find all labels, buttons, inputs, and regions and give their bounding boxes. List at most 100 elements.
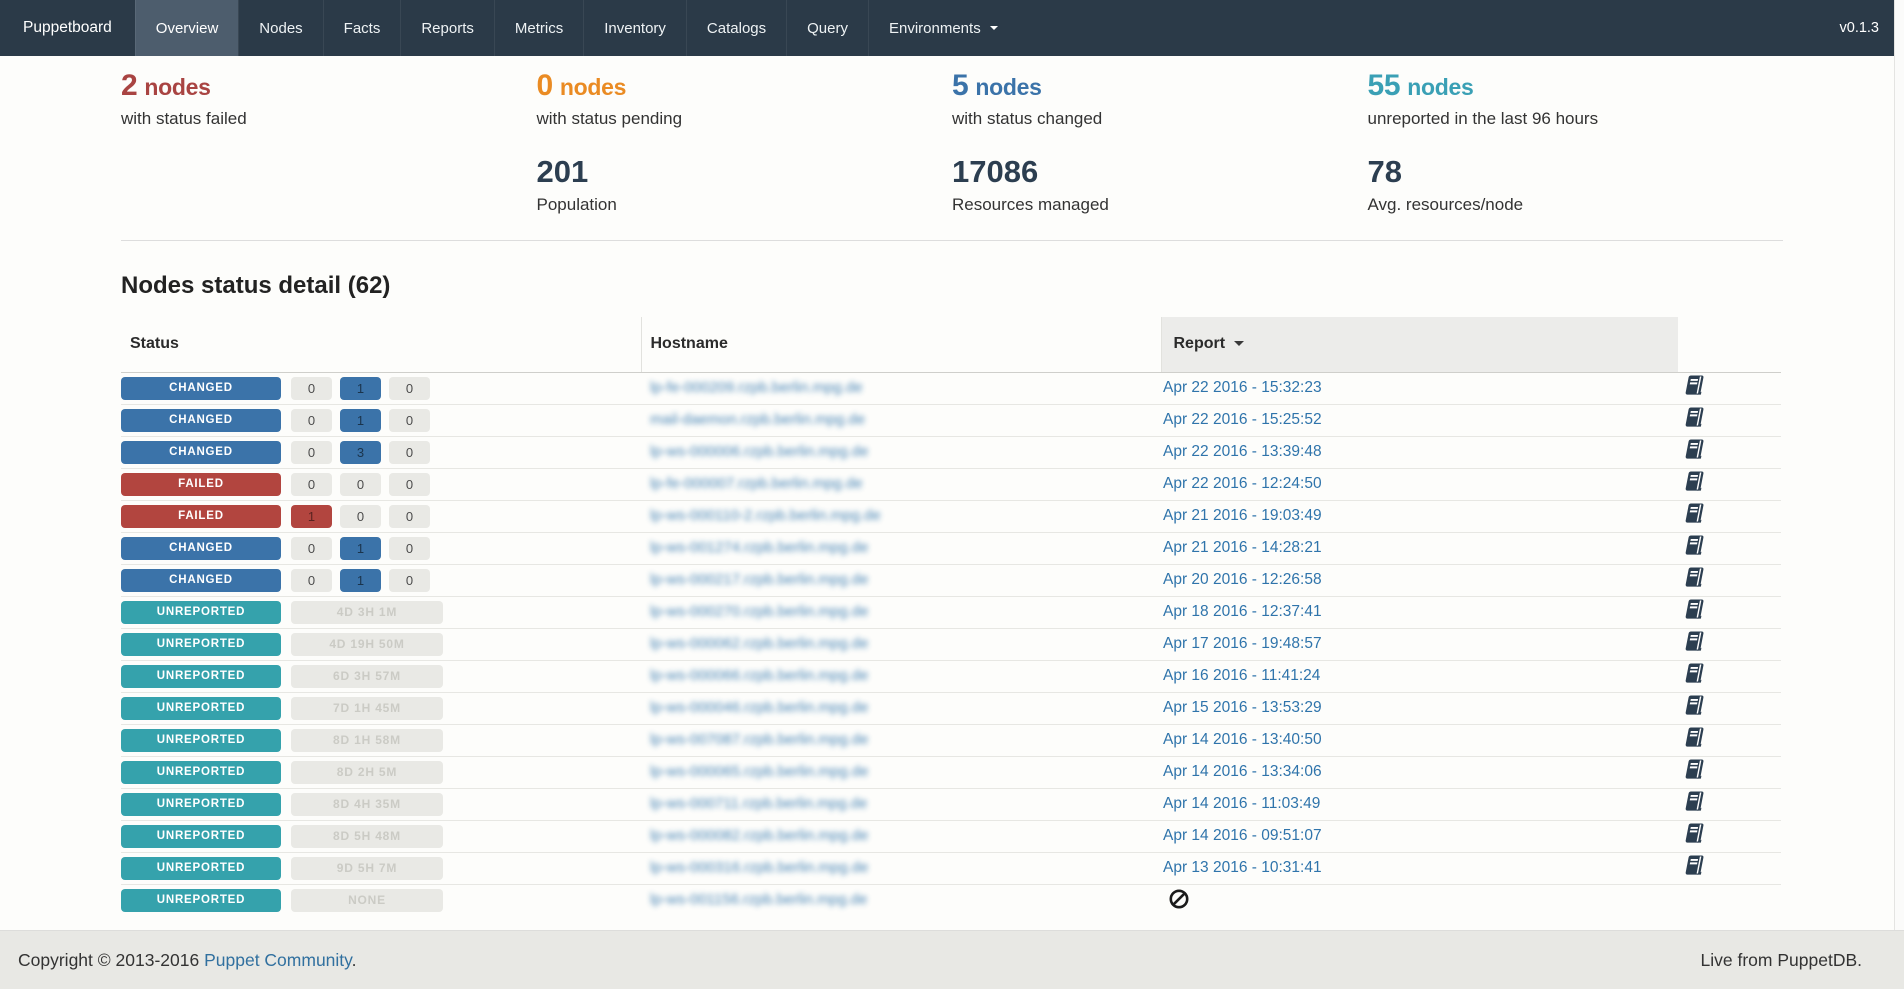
navbar-item-facts[interactable]: Facts xyxy=(322,0,401,56)
column-header-hostname[interactable]: Hostname xyxy=(640,317,1161,373)
report-link[interactable]: Apr 22 2016 - 15:32:23 xyxy=(1163,379,1322,396)
report-book-icon[interactable] xyxy=(1684,534,1707,557)
stat-secondary-label: Resources managed xyxy=(952,195,1109,214)
hostname-link[interactable]: lp-ws-000110-2.rzpb.berlin.mpg.de xyxy=(650,507,881,524)
unreported-duration: 4D 19H 50M xyxy=(291,632,443,656)
hostname-cell: lp-fe-000209.rzpb.berlin.mpg.de xyxy=(641,372,1161,404)
hostname-link[interactable]: lp-ws-000082.rzpb.berlin.mpg.de xyxy=(650,827,869,844)
report-book-icon[interactable] xyxy=(1684,758,1707,781)
status-counters: NONE xyxy=(283,888,443,912)
hostname-cell: lp-ws-000082.rzpb.berlin.mpg.de xyxy=(641,819,1161,852)
report-link[interactable]: Apr 14 2016 - 13:40:50 xyxy=(1163,731,1322,748)
report-book-icon[interactable] xyxy=(1684,470,1707,493)
hostname-link[interactable]: lp-ws-007087.rzpb.berlin.mpg.de xyxy=(650,731,869,748)
puppet-community-link[interactable]: Puppet Community xyxy=(204,949,352,970)
report-link[interactable]: Apr 22 2016 - 12:24:50 xyxy=(1163,475,1322,492)
report-book-icon[interactable] xyxy=(1684,566,1707,589)
report-book-icon[interactable] xyxy=(1684,406,1707,429)
stat-card: 5 nodes with status changed 17086 Resourc… xyxy=(952,68,1368,217)
unreported-duration: 8D 1H 58M xyxy=(291,728,443,752)
hostname-link[interactable]: lp-ws-000270.rzpb.berlin.mpg.de xyxy=(650,603,869,620)
hostname-link[interactable]: lp-ws-000316.rzpb.berlin.mpg.de xyxy=(650,859,869,876)
stat-count: 2 xyxy=(121,69,138,102)
stat-secondary-label: Population xyxy=(536,195,617,214)
report-icon-cell xyxy=(1678,403,1781,436)
report-book-icon[interactable] xyxy=(1684,598,1707,621)
report-icon-cell xyxy=(1678,595,1781,628)
report-book-icon[interactable] xyxy=(1684,726,1707,749)
status-cell: UNREPORTED 7D 1H 45M xyxy=(121,691,641,724)
event-counter: 3 xyxy=(340,440,381,464)
navbar-item-reports[interactable]: Reports xyxy=(400,0,494,56)
report-link[interactable]: Apr 20 2016 - 12:26:58 xyxy=(1163,571,1322,588)
report-cell: Apr 18 2016 - 12:37:41 xyxy=(1161,595,1678,628)
navbar-item-label: Nodes xyxy=(259,19,303,37)
report-book-icon[interactable] xyxy=(1684,374,1707,397)
unreported-duration: NONE xyxy=(291,888,443,912)
hostname-link[interactable]: lp-ws-000066.rzpb.berlin.mpg.de xyxy=(650,667,869,684)
status-cell: UNREPORTED 8D 4H 35M xyxy=(121,787,641,820)
section-title: Nodes status detail (62) xyxy=(121,272,391,299)
report-link[interactable]: Apr 14 2016 - 13:34:06 xyxy=(1163,763,1322,780)
scrollbar[interactable] xyxy=(1894,0,1904,930)
hostname-link[interactable]: lp-fe-000209.rzpb.berlin.mpg.de xyxy=(650,379,863,396)
navbar-item-overview[interactable]: Overview xyxy=(134,0,239,56)
report-book-icon[interactable] xyxy=(1684,790,1707,813)
report-book-icon[interactable] xyxy=(1684,854,1707,877)
navbar-item-inventory[interactable]: Inventory xyxy=(583,0,686,56)
report-link[interactable]: Apr 21 2016 - 19:03:49 xyxy=(1163,507,1322,524)
table-row: UNREPORTED 4D 3H 1M lp-ws-000270.rzpb.be… xyxy=(121,595,1781,628)
report-link[interactable]: Apr 15 2016 - 13:53:29 xyxy=(1163,699,1322,716)
column-header-report[interactable]: Report xyxy=(1160,317,1678,373)
hostname-link[interactable]: lp-ws-001156.rzpb.berlin.mpg.de xyxy=(650,891,868,909)
column-header-status[interactable]: Status xyxy=(121,317,641,373)
hostname-cell: lp-fe-000007.rzpb.berlin.mpg.de xyxy=(641,467,1161,500)
hostname-cell: lp-ws-000066.rzpb.berlin.mpg.de xyxy=(641,659,1161,692)
hostname-link[interactable]: mail-daemon.rzpb.berlin.mpg.de xyxy=(650,411,866,428)
event-counter: 0 xyxy=(291,536,332,560)
navbar-item-environments[interactable]: Environments xyxy=(867,0,1018,56)
report-link[interactable]: Apr 16 2016 - 11:41:24 xyxy=(1163,667,1321,684)
hostname-link[interactable]: lp-ws-000217.rzpb.berlin.mpg.de xyxy=(650,571,869,588)
event-counter: 0 xyxy=(389,504,430,528)
hostname-link[interactable]: lp-ws-000062.rzpb.berlin.mpg.de xyxy=(650,635,869,652)
report-icon-cell xyxy=(1678,819,1781,852)
hostname-link[interactable]: lp-ws-000006.rzpb.berlin.mpg.de xyxy=(650,443,869,460)
report-link[interactable]: Apr 14 2016 - 11:03:49 xyxy=(1163,795,1321,812)
report-link[interactable]: Apr 17 2016 - 19:48:57 xyxy=(1163,635,1322,652)
navbar-item-metrics[interactable]: Metrics xyxy=(493,0,583,56)
report-book-icon[interactable] xyxy=(1684,694,1707,717)
report-link[interactable]: Apr 14 2016 - 09:51:07 xyxy=(1163,827,1322,844)
navbar-item-catalogs[interactable]: Catalogs xyxy=(685,0,786,56)
report-link[interactable]: Apr 21 2016 - 14:28:21 xyxy=(1163,539,1322,556)
chevron-down-icon xyxy=(989,26,998,30)
report-cell: Apr 22 2016 - 15:32:23 xyxy=(1161,372,1678,404)
hostname-link[interactable]: lp-ws-001274.rzpb.berlin.mpg.de xyxy=(650,539,869,556)
report-book-icon[interactable] xyxy=(1684,662,1707,685)
report-icon-cell xyxy=(1678,563,1781,596)
status-badge: CHANGED xyxy=(121,568,281,592)
hostname-link[interactable]: lp-fe-000007.rzpb.berlin.mpg.de xyxy=(650,475,863,492)
report-link[interactable]: Apr 13 2016 - 10:31:41 xyxy=(1163,859,1322,876)
report-link[interactable]: Apr 18 2016 - 12:37:41 xyxy=(1163,603,1322,620)
report-book-icon[interactable] xyxy=(1684,630,1707,653)
hostname-link[interactable]: lp-ws-000065.rzpb.berlin.mpg.de xyxy=(650,763,869,780)
report-link[interactable]: Apr 22 2016 - 15:25:52 xyxy=(1163,411,1322,428)
hostname-link[interactable]: lp-ws-000046.rzpb.berlin.mpg.de xyxy=(650,699,869,716)
status-counters: 8D 4H 35M xyxy=(283,792,443,816)
hostname-cell: lp-ws-000065.rzpb.berlin.mpg.de xyxy=(641,755,1161,788)
report-link[interactable]: Apr 22 2016 - 13:39:48 xyxy=(1163,443,1322,460)
hostname-link[interactable]: lp-ws-000711.rzpb.berlin.mpg.de xyxy=(650,795,868,812)
navbar-brand[interactable]: Puppetboard xyxy=(23,19,112,36)
navbar-item-nodes[interactable]: Nodes xyxy=(238,0,322,56)
report-book-icon[interactable] xyxy=(1684,438,1707,461)
report-icon-cell xyxy=(1678,372,1781,404)
report-book-icon[interactable] xyxy=(1684,502,1707,525)
report-book-icon[interactable] xyxy=(1684,822,1707,845)
status-badge: UNREPORTED xyxy=(121,696,281,720)
navbar-item-query[interactable]: Query xyxy=(786,0,868,56)
